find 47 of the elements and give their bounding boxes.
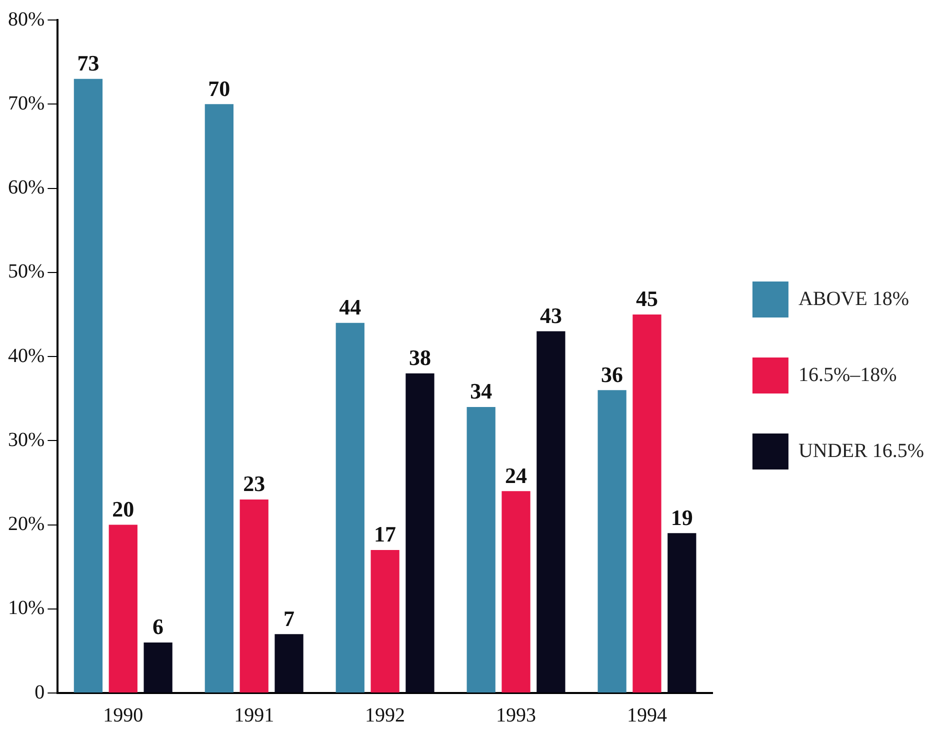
data-label: 6 xyxy=(152,614,164,640)
bar xyxy=(370,550,400,692)
data-label: 20 xyxy=(112,496,134,522)
x-tick-label: 1991 xyxy=(234,704,274,726)
bar xyxy=(240,500,268,692)
x-tick-label: 1994 xyxy=(626,704,667,726)
bar xyxy=(204,104,234,692)
legend-label: 16.5%–18% xyxy=(798,364,897,386)
bar xyxy=(274,634,304,692)
bar xyxy=(502,491,530,692)
bar xyxy=(536,331,566,692)
y-tick-label: 80% xyxy=(8,8,45,30)
data-label: 24 xyxy=(505,462,528,488)
data-label: 73 xyxy=(77,50,100,76)
data-label: 23 xyxy=(243,471,266,496)
y-tick-label: 50% xyxy=(8,260,45,283)
bar xyxy=(108,524,138,692)
bar xyxy=(406,373,434,692)
bar xyxy=(632,314,662,692)
data-label: 7 xyxy=(284,606,295,631)
x-tick-label: 1993 xyxy=(496,704,536,726)
y-tick-label: 70% xyxy=(8,92,45,114)
bar xyxy=(144,642,172,692)
y-tick-label: 20% xyxy=(8,513,45,535)
data-label: 36 xyxy=(601,362,624,387)
data-label: 17 xyxy=(374,522,396,547)
data-label: 45 xyxy=(636,286,658,312)
data-label: 70 xyxy=(208,76,230,101)
y-tick-label: 30% xyxy=(8,428,45,451)
bar xyxy=(598,390,626,692)
y-tick-label: 0 xyxy=(34,681,45,704)
data-label: 43 xyxy=(540,302,562,328)
x-tick-label: 1990 xyxy=(103,704,144,726)
y-tick-label: 10% xyxy=(8,597,45,620)
data-label: 44 xyxy=(339,294,362,320)
x-tick-label: 1992 xyxy=(365,704,406,726)
bar xyxy=(466,406,496,692)
legend-label: ABOVE 18% xyxy=(798,288,909,310)
data-label: 19 xyxy=(670,504,693,530)
y-tick-label: 40% xyxy=(8,344,45,367)
y-tick-label: 60% xyxy=(8,176,45,198)
bar xyxy=(668,533,696,692)
data-label: 34 xyxy=(470,378,492,404)
bar xyxy=(336,322,364,692)
data-label: 38 xyxy=(408,345,431,370)
bar xyxy=(74,78,103,692)
legend-label: UNDER 16.5% xyxy=(798,440,924,462)
